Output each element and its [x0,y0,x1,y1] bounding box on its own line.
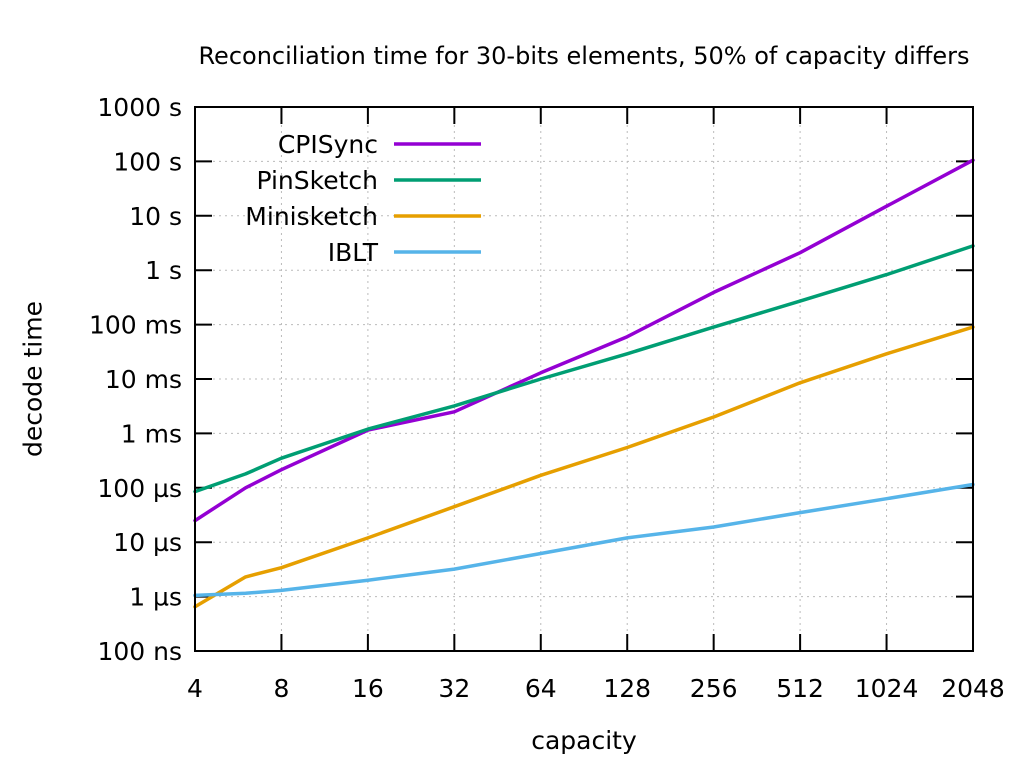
x-axis-label: capacity [531,726,637,755]
y-tick-label: 100 s [113,147,182,176]
x-tick-label: 8 [273,674,289,703]
x-tick-label: 128 [603,674,651,703]
y-tick-label: 1 ms [121,419,182,448]
x-tick-label: 4 [187,674,203,703]
plot-border [194,106,974,652]
legend-item-pinsketch: PinSketch [256,166,481,195]
y-tick-label: 10 ms [105,365,182,394]
legend-item-minisketch: Minisketch [245,202,481,231]
tick-labels: 1000 s 100 s 10 s 1 s 100 ms 10 ms 1 ms 100 µs 1… [89,93,1005,703]
legend-label: IBLT [328,238,379,267]
legend-item-iblt: IBLT [328,238,481,267]
legend-label: Minisketch [245,202,378,231]
x-tick-label: 1024 [855,674,919,703]
series-line-iblt [193,482,975,598]
y-tick-label: 100 ns [97,637,182,666]
series-line-cpisync [193,158,975,523]
x-tick-label: 32 [438,674,470,703]
series-line-minisketch [193,325,975,609]
y-tick-label: 1 s [145,256,182,285]
y-tick-label: 10 µs [113,528,182,557]
x-tick-label: 256 [690,674,738,703]
x-tick-label: 2048 [941,674,1005,703]
x-tick-label: 16 [352,674,384,703]
gridlines [195,107,973,651]
y-tick-label: 1000 s [97,93,182,122]
y-tick-label: 100 µs [97,474,182,503]
x-tick-label: 512 [776,674,824,703]
legend-label: CPISync [278,130,378,159]
y-tick-label: 10 s [129,202,182,231]
series-line-pinsketch [193,244,975,494]
y-tick-label: 1 µs [129,583,182,612]
legend-label: PinSketch [256,166,378,195]
y-tick-label: 100 ms [89,311,182,340]
tick-marks [194,106,974,652]
chart-title: Reconciliation time for 30-bits elements… [198,42,970,70]
legend: CPISync PinSketch Minisketch IBLT [245,130,481,267]
x-tick-label: 64 [525,674,557,703]
legend-item-cpisync: CPISync [278,130,481,159]
